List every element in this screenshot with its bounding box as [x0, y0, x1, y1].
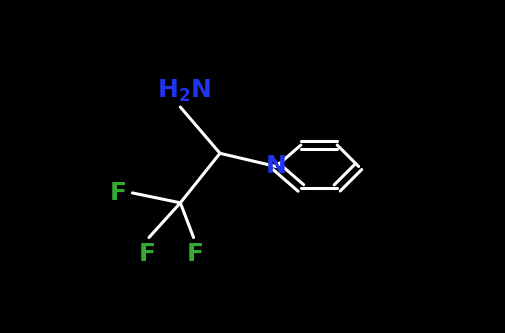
Text: H: H [158, 78, 178, 102]
Text: 2: 2 [178, 87, 190, 106]
Text: F: F [186, 242, 204, 266]
Text: F: F [138, 242, 156, 266]
Text: F: F [109, 181, 126, 205]
Text: N: N [190, 78, 211, 102]
Text: N: N [265, 155, 286, 178]
